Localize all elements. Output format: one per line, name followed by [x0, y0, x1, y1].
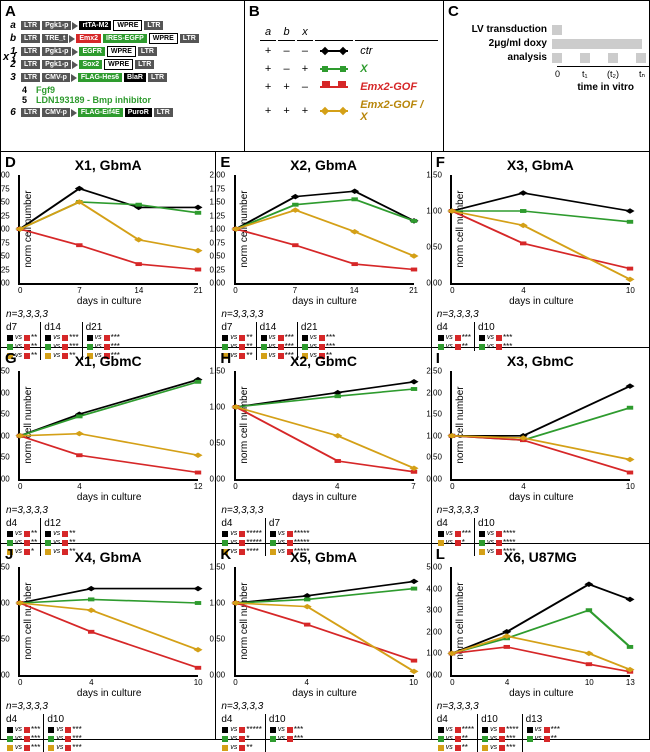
panel-k: KX5, GbmAnorm cell numberdays in culture…: [216, 544, 431, 739]
panel-b: B abx+––ctr+–+X++–Emx2-GOF+++Emx2-GOF / …: [245, 1, 444, 151]
panel-d: DX1, GbmAnorm cell numberdays in culture…: [1, 152, 216, 347]
time-axis: 0 t₁ (t₂) tₙ: [557, 66, 650, 80]
panel-l: LX6, U87MGnorm cell numberdays in cultur…: [432, 544, 649, 739]
row-jkl: JX4, GbmAnorm cell numberdays in culture…: [1, 544, 649, 739]
panel-h: HX2, GbmCnorm cell numberdays in culture…: [216, 348, 431, 543]
tick-1: t₁: [582, 69, 588, 79]
timeline: LV transduction 2μg/ml doxy analysis 0 t…: [457, 24, 646, 93]
label-b: B: [249, 3, 260, 20]
legend-table: abx+––ctr+–+X++–Emx2-GOF+++Emx2-GOF / X: [258, 22, 440, 127]
panel-a: A aLTRPgk1-prtTA-M2WPRELTRbLTRTRE_tEmx2I…: [1, 1, 245, 151]
tick-2: (t₂): [607, 69, 619, 79]
panel-i: IX3, GbmCnorm cell numberdays in culture…: [432, 348, 649, 543]
row-ghi: GX1, GbmCnorm cell numberdays in culture…: [1, 348, 649, 544]
timeline-doxy: 2μg/ml doxy: [457, 38, 552, 49]
timeline-lv: LV transduction: [457, 24, 552, 35]
tick-0: 0: [555, 69, 560, 79]
tick-3: tₙ: [639, 69, 645, 80]
label-c: C: [448, 3, 459, 20]
panel-j: JX4, GbmAnorm cell numberdays in culture…: [1, 544, 216, 739]
figure: A aLTRPgk1-prtTA-M2WPRELTRbLTRTRE_tEmx2I…: [0, 0, 650, 740]
panel-f: FX3, GbmAnorm cell numberdays in culture…: [432, 152, 649, 347]
axis-label: time in vitro: [457, 82, 634, 93]
panel-c: C LV transduction 2μg/ml doxy analysis 0…: [444, 1, 649, 151]
label-a: A: [5, 3, 16, 20]
panel-g: GX1, GbmCnorm cell numberdays in culture…: [1, 348, 216, 543]
panel-e: EX2, GbmAnorm cell numberdays in culture…: [216, 152, 431, 347]
row-abc: A aLTRPgk1-prtTA-M2WPRELTRbLTRTRE_tEmx2I…: [1, 1, 649, 152]
timeline-analysis: analysis: [457, 52, 552, 63]
row-def: DX1, GbmAnorm cell numberdays in culture…: [1, 152, 649, 348]
x-brace: x {: [3, 51, 16, 63]
